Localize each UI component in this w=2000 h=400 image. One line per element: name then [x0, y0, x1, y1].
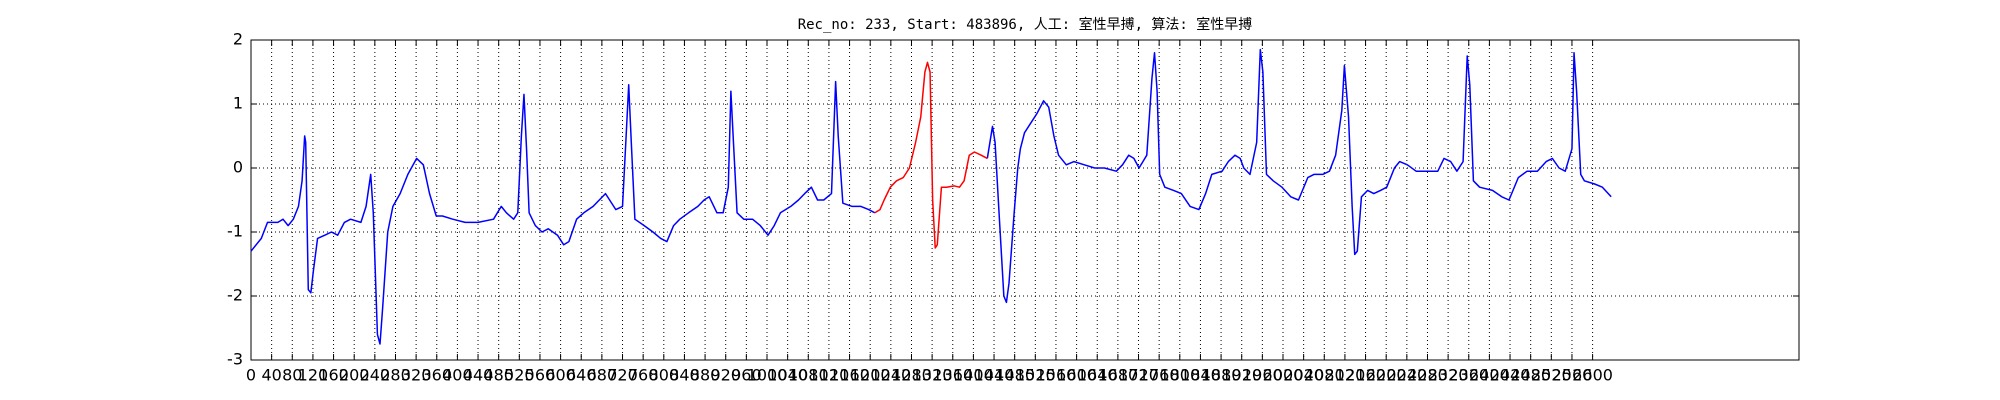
x-tick-label: 1520 — [1015, 366, 1056, 385]
x-tick-label: 1480 — [994, 366, 1035, 385]
x-tick-label: 1800 — [1159, 366, 1200, 385]
x-tick-label: 440 — [463, 366, 494, 385]
x-tick-label: 200 — [339, 366, 370, 385]
x-tick-label: 240 — [360, 366, 391, 385]
x-tick-label: 560 — [525, 366, 556, 385]
x-tick-label: 880 — [690, 366, 721, 385]
x-tick-label: 600 — [545, 366, 576, 385]
x-tick-label: 2400 — [1469, 366, 1510, 385]
x-tick-label: 1120 — [809, 366, 850, 385]
x-tick-label: 1080 — [788, 366, 829, 385]
x-tick-label: 1400 — [953, 366, 994, 385]
x-tick-label: 160 — [318, 366, 349, 385]
y-tick-label: -2 — [227, 286, 243, 305]
x-tick-label: 920 — [710, 366, 741, 385]
x-tick-label: 1720 — [1118, 366, 1159, 385]
y-tick-label: 1 — [233, 94, 243, 113]
signal-line — [874, 61, 988, 249]
x-tick-label: 2480 — [1510, 366, 1551, 385]
x-tick-label: 800 — [649, 366, 680, 385]
x-tick-label: 1760 — [1139, 366, 1180, 385]
x-tick-label: 2280 — [1407, 366, 1448, 385]
x-tick-label: 1360 — [932, 366, 973, 385]
x-tick-label: 840 — [669, 366, 700, 385]
y-tick-label: 0 — [233, 158, 243, 177]
x-tick-label: 1680 — [1098, 366, 1139, 385]
x-tick-label: 1240 — [870, 366, 911, 385]
x-tick-label: 2040 — [1283, 366, 1324, 385]
x-tick-label: 1840 — [1180, 366, 1221, 385]
x-tick-label: 1040 — [767, 366, 808, 385]
x-tick-label: 2240 — [1386, 366, 1427, 385]
x-tick-label: 2560 — [1552, 366, 1593, 385]
x-tick-label: 2440 — [1490, 366, 1531, 385]
plot-frame — [250, 39, 1800, 361]
x-tick-label: 280 — [380, 366, 411, 385]
x-tick-label: 2200 — [1366, 366, 1407, 385]
x-tick-label: 2160 — [1345, 366, 1386, 385]
x-tick-label: 640 — [566, 366, 597, 385]
x-tick-label: 1280 — [891, 366, 932, 385]
x-tick-label: 1000 — [747, 366, 788, 385]
x-tick-label: 1440 — [974, 366, 1015, 385]
x-tick-label: 2000 — [1263, 366, 1304, 385]
chart-title: Rec_no: 233, Start: 483896, 人工: 室性早搏, 算法… — [798, 16, 1253, 33]
x-tick-label: 120 — [298, 366, 329, 385]
y-tick-label: -3 — [227, 350, 243, 369]
x-tick-label: 1600 — [1056, 366, 1097, 385]
x-tick-label: 1920 — [1221, 366, 1262, 385]
signal-line — [250, 48, 1612, 345]
x-tick-label: 2520 — [1531, 366, 1572, 385]
x-tick-label: 2320 — [1428, 366, 1469, 385]
y-tick-label: 2 — [233, 30, 243, 49]
x-tick-label: 2120 — [1325, 366, 1366, 385]
x-tick-label: 760 — [628, 366, 659, 385]
x-tick-label: 1160 — [829, 366, 870, 385]
x-tick-label: 80 — [282, 366, 302, 385]
x-tick-label: 720 — [607, 366, 638, 385]
x-tick-label: 2600 — [1572, 366, 1613, 385]
x-tick-label: 1320 — [912, 366, 953, 385]
x-tick-label: 2360 — [1448, 366, 1489, 385]
x-tick-label: 2080 — [1304, 366, 1345, 385]
y-tick-label: -1 — [227, 222, 243, 241]
x-tick-label: 960 — [731, 366, 762, 385]
x-tick-label: 1560 — [1036, 366, 1077, 385]
x-tick-label: 1200 — [850, 366, 891, 385]
x-tick-label: 1960 — [1242, 366, 1283, 385]
x-tick-label: 40 — [261, 366, 281, 385]
x-tick-label: 360 — [421, 366, 452, 385]
x-tick-label: 1880 — [1201, 366, 1242, 385]
x-tick-label: 680 — [587, 366, 618, 385]
x-tick-label: 480 — [483, 366, 514, 385]
x-tick-label: 520 — [504, 366, 535, 385]
x-tick-label: 320 — [401, 366, 432, 385]
x-tick-label: 0 — [246, 366, 256, 385]
x-tick-label: 400 — [442, 366, 473, 385]
x-tick-label: 1640 — [1077, 366, 1118, 385]
